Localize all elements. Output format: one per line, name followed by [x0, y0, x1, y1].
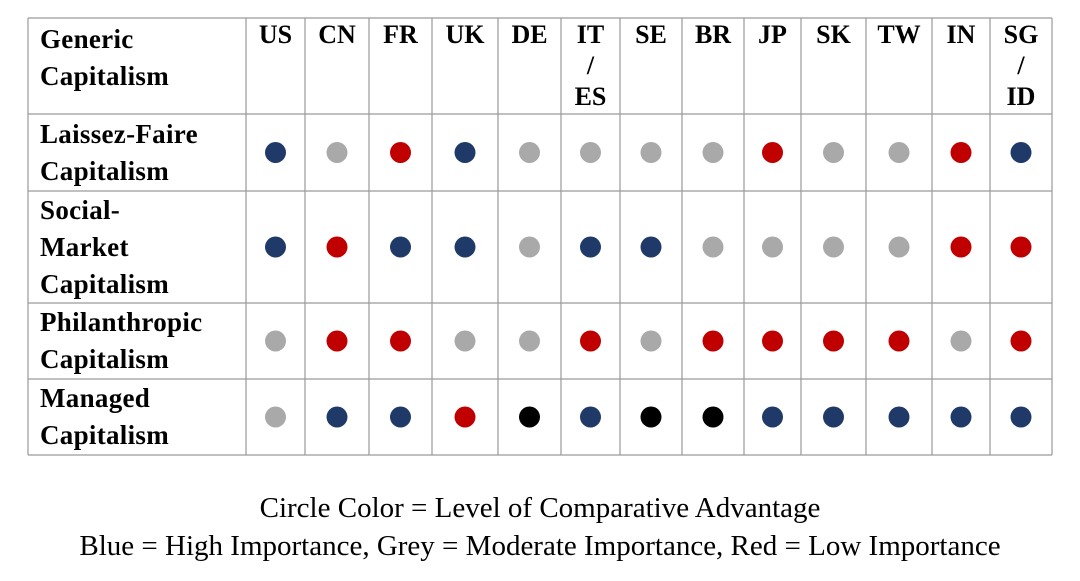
importance-dot-black: [702, 406, 724, 428]
importance-dot-blue: [580, 236, 601, 258]
importance-dot-blue: [888, 406, 910, 428]
importance-dot-red: [580, 330, 601, 352]
column-header: DE: [511, 20, 548, 49]
importance-dot-blue: [454, 142, 476, 163]
importance-dot-grey: [888, 142, 910, 163]
importance-dot-blue: [265, 142, 286, 163]
importance-dot-red: [1010, 330, 1032, 352]
importance-dot-grey: [454, 330, 476, 352]
importance-dot-grey: [823, 142, 844, 163]
importance-dot-grey: [519, 142, 540, 163]
importance-dot-grey: [519, 236, 540, 258]
importance-dot-blue: [762, 406, 783, 428]
column-header: US: [258, 20, 293, 49]
column-header: UK: [445, 20, 485, 49]
importance-dot-blue: [1010, 406, 1032, 428]
column-header: CN: [318, 20, 356, 49]
importance-dot-red: [454, 406, 476, 428]
column-header: BR: [694, 20, 732, 49]
importance-dot-black: [640, 406, 662, 428]
importance-dot-blue: [580, 406, 601, 428]
importance-dot-grey: [888, 236, 910, 258]
importance-dot-grey: [326, 142, 348, 163]
importance-dot-blue: [390, 236, 411, 258]
importance-dot-grey: [702, 236, 724, 258]
row-label: Laissez-Faire Capitalism: [40, 118, 198, 186]
importance-dot-red: [390, 142, 411, 163]
importance-dot-grey: [580, 142, 601, 163]
column-header: IT / ES: [574, 20, 607, 111]
importance-dot-red: [888, 330, 910, 352]
importance-dot-grey: [702, 142, 724, 163]
column-header: JP: [758, 20, 787, 49]
caption-line-1: Circle Color = Level of Comparative Adva…: [259, 492, 821, 524]
importance-dot-red: [390, 330, 411, 352]
row-label: Managed Capitalism: [40, 383, 170, 450]
importance-dot-blue: [265, 236, 286, 258]
column-header: FR: [383, 20, 418, 49]
importance-dot-blue: [1010, 142, 1032, 163]
importance-dot-red: [950, 142, 972, 163]
column-header: SE: [635, 20, 667, 49]
column-header: IN: [946, 20, 976, 49]
importance-dot-red: [702, 330, 724, 352]
importance-dot-red: [950, 236, 972, 258]
row-label: Social- Market Capitalism: [40, 194, 170, 299]
importance-dot-blue: [640, 236, 662, 258]
importance-dot-blue: [390, 406, 411, 428]
importance-dot-grey: [640, 142, 662, 163]
column-header: SK: [816, 20, 851, 49]
importance-dot-grey: [265, 406, 286, 428]
importance-dot-red: [823, 330, 844, 352]
importance-dot-grey: [265, 330, 286, 352]
importance-dot-blue: [326, 406, 348, 428]
corner-label: Generic Capitalism: [40, 24, 170, 91]
importance-dot-grey: [519, 330, 540, 352]
importance-dot-grey: [950, 330, 972, 352]
row-label: Philanthropic Capitalism: [40, 307, 203, 374]
importance-dot-blue: [950, 406, 972, 428]
importance-dot-red: [762, 330, 783, 352]
importance-dot-grey: [762, 236, 783, 258]
importance-dot-red: [762, 142, 783, 163]
importance-dot-grey: [640, 330, 662, 352]
importance-dot-grey: [823, 236, 844, 258]
importance-dot-red: [326, 330, 348, 352]
importance-dot-blue: [454, 236, 476, 258]
column-header: TW: [877, 20, 921, 49]
importance-dot-black: [519, 406, 540, 428]
importance-dot-red: [1010, 236, 1032, 258]
importance-dot-red: [326, 236, 348, 258]
importance-dot-blue: [823, 406, 844, 428]
caption-line-2: Blue = High Importance, Grey = Moderate …: [79, 530, 1001, 562]
column-header: SG / ID: [1003, 20, 1039, 111]
